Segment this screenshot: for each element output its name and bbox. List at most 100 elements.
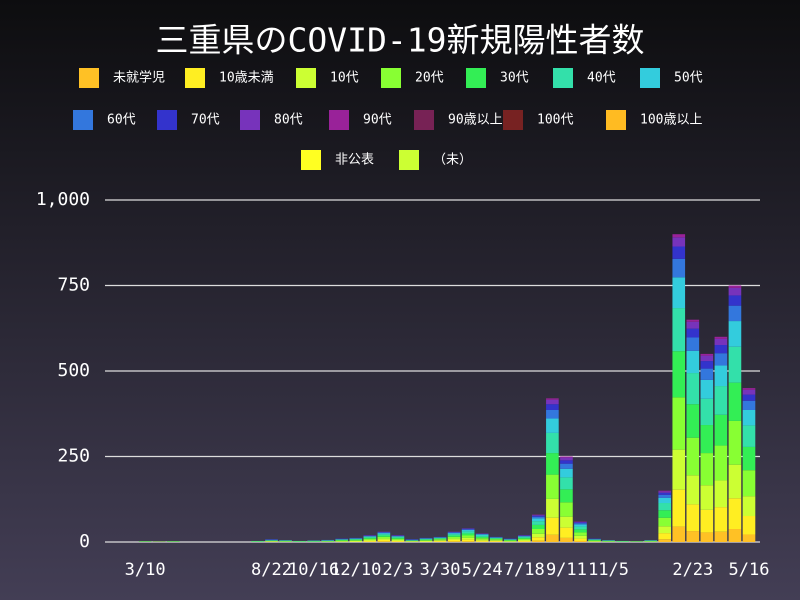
bar-segment [363,539,377,541]
bar-segment [742,470,756,497]
bar-segment [700,379,714,399]
bar-segment [363,536,377,538]
legend-swatch [553,68,573,88]
bar-segment [363,538,377,540]
bar-segment [349,539,363,541]
x-tick-label: 2/3 [383,560,414,580]
legend-swatch [73,110,93,130]
bar-segment [714,338,728,346]
bar-segment [686,328,700,338]
bar-segment [658,510,672,518]
bar-segment [672,489,686,527]
bar-segment [377,534,391,536]
bar-segment [546,517,559,535]
bar-segment [433,537,447,539]
x-tick-label: 3/10 [125,560,166,580]
legend-swatch [399,150,419,170]
bar-segment [560,460,573,464]
bar-segment [700,485,714,510]
bar-segment [672,237,686,247]
legend-label: 10歳未満 [219,71,274,86]
bar-segment [742,388,756,390]
legend-label: 90歳以上 [448,113,503,128]
bar-segment [658,539,672,542]
bar-segment [532,516,545,519]
x-tick-label: 2/23 [672,560,713,580]
bar-segment [714,353,728,366]
bar-segment [377,532,391,534]
bar-segment [742,425,756,447]
bar-segment [461,529,475,531]
legend-label: 100代 [537,113,573,128]
legend-swatch [640,68,660,88]
bar-segment [475,539,489,541]
legend-label: 60代 [107,113,136,128]
bar-segment [461,530,475,532]
bar-segment [433,538,447,540]
bar-segment [574,522,587,524]
bar-segment [742,409,756,426]
bar-segment [517,536,531,537]
bar-segment [700,532,714,542]
bar-segment [658,491,672,493]
bar-segment [419,538,433,540]
bar-segment [742,446,756,471]
x-tick-label: 7/18 [504,560,545,580]
bar-segment [517,536,531,538]
bar-segment [588,540,601,542]
x-tick-label: 12/10 [330,560,381,580]
y-tick-label: 1,000 [36,189,90,210]
bar-segment [532,524,545,530]
bar-segment [742,394,756,401]
legend-label: 90代 [363,113,392,128]
bar-segment [672,449,686,490]
bar-segment [532,518,545,522]
bar-segment [574,540,587,542]
bar-segment [433,539,447,541]
bar-segment [391,536,405,537]
bar-segment [377,533,391,535]
legend-swatch [503,110,523,130]
bar-segment [532,533,545,538]
bar-segment [574,526,587,530]
bar-segment [728,295,742,306]
bar-segment [489,540,503,542]
bar-segment [728,464,742,499]
bar-segment [728,285,742,288]
bar-segment [532,529,545,534]
bar-segment [475,536,489,539]
bar-segment [363,536,377,537]
bar-segment [475,534,489,536]
x-tick-label: 10/16 [288,560,339,580]
y-tick-label: 750 [57,275,90,296]
bar-segment [560,516,573,528]
bar-segment [574,538,587,541]
bar-segment [433,540,447,542]
bar-segment [574,532,587,536]
bar-segment [686,404,700,438]
bar-segment [588,539,601,541]
bar-segment [658,526,672,534]
bar-segment [728,382,742,421]
bar-segment [546,534,559,542]
bar-segment [363,537,377,539]
bar-segment [546,453,559,475]
bar-segment [447,532,461,534]
bar-segment [391,538,405,540]
bar-segment [574,521,587,523]
bar-segment [672,277,686,309]
bar-segment [658,497,672,504]
bar-segment [532,521,545,525]
bar-segment [335,540,349,542]
bar-segment [560,489,573,503]
legend-label: 20代 [415,71,444,86]
bar-segment [489,540,503,541]
bar-segment [686,531,700,542]
bar-segment [560,468,573,478]
bar-segment [700,425,714,454]
legend-label: 30代 [500,71,529,86]
bar-segment [489,539,503,541]
bar-segment [700,453,714,486]
bar-segment [686,337,700,351]
